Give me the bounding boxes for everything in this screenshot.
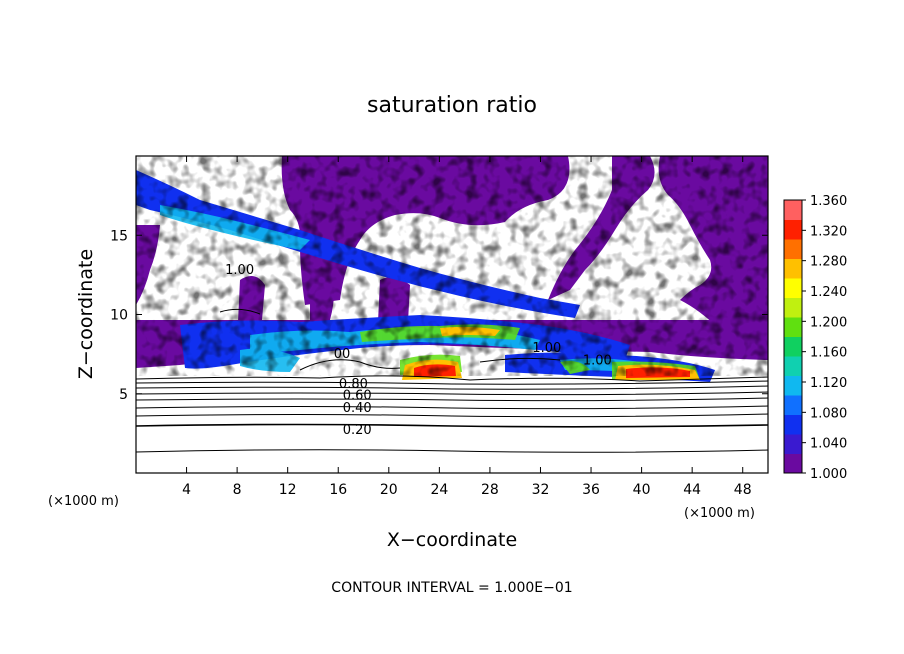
x-tick-label: 44 [683, 482, 701, 498]
colorbar-swatch [784, 278, 802, 298]
colorbar-swatch [784, 297, 802, 318]
x-tick-label: 28 [481, 482, 499, 498]
contour-label-group: 0.20 0.400.600.80 00 1.00 1.00 1.00 [225, 263, 612, 438]
x-tick-label: 32 [532, 482, 550, 498]
x-tick-label: 40 [633, 482, 651, 498]
colorbar-tick-label: 1.360 [810, 194, 847, 209]
colorbar-swatch [784, 375, 802, 396]
y-axis: 5 10 15 [110, 228, 768, 403]
colorbar-tick-label: 1.280 [810, 255, 847, 270]
colorbar-tick-label: 1.000 [810, 467, 847, 482]
x-tick-label: 24 [430, 482, 448, 498]
colorbar-tick-label: 1.080 [810, 406, 847, 421]
colorbar-swatch [784, 434, 802, 454]
contour-label: 1.00 [583, 353, 612, 368]
heatmap-field [136, 156, 768, 473]
colorbar-swatch [784, 336, 802, 357]
chart-title: saturation ratio [367, 93, 537, 118]
colorbar: 1.360 1.320 1.280 1.240 1.200 1.160 1.120 1.080… [783, 194, 847, 482]
contour-lines [136, 308, 768, 453]
x-tick-label: 16 [329, 482, 347, 498]
colorbar-swatch [784, 200, 802, 220]
y-tick-label: 5 [119, 387, 128, 403]
contour-label: 0.40 [343, 401, 372, 416]
colorbar-swatch [784, 317, 802, 337]
contour-label: 0.80 [339, 377, 368, 392]
x-unit-label-left: (×1000 m) [48, 494, 119, 509]
colorbar-swatch [784, 414, 802, 435]
colorbar-swatch [784, 453, 802, 474]
contour-interval-note: CONTOUR INTERVAL = 1.000E−01 [331, 580, 572, 596]
colorbar-swatch [784, 219, 802, 240]
colorbar-swatch [784, 258, 802, 279]
contour-label: 0.20 [343, 423, 372, 438]
colorbar-tick-label: 1.240 [810, 285, 847, 300]
colorbar-tick-label: 1.200 [810, 315, 847, 330]
y-tick-label: 10 [110, 308, 128, 324]
x-unit-label-right: (×1000 m) [684, 506, 755, 521]
contour-label: 1.00 [532, 341, 561, 356]
x-tick-label: 12 [279, 482, 297, 498]
y-axis-label: Z−coordinate [75, 249, 97, 379]
x-tick-label: 8 [233, 482, 242, 498]
colorbar-tick-label: 1.160 [810, 346, 847, 361]
colorbar-frame [783, 199, 803, 474]
contour-label: 1.00 [225, 263, 254, 278]
colorbar-swatch [784, 395, 802, 415]
colorbar-swatch [784, 239, 802, 259]
contour-label: 00 [334, 347, 351, 362]
y-tick-label: 15 [110, 228, 128, 244]
x-axis-label: X−coordinate [387, 529, 517, 551]
x-axis: 4 8 12 16 20 24 28 32 36 40 44 48 [182, 156, 752, 498]
contour-label: 0.60 [343, 388, 372, 403]
colorbar-swatch [784, 356, 802, 376]
x-tick-label: 20 [380, 482, 398, 498]
x-tick-label: 4 [182, 482, 191, 498]
x-tick-label: 36 [582, 482, 600, 498]
colorbar-tick-label: 1.120 [810, 376, 847, 391]
colorbar-tick-label: 1.320 [810, 224, 847, 239]
colorbar-tick-label: 1.040 [810, 437, 847, 452]
x-tick-label: 48 [734, 482, 752, 498]
